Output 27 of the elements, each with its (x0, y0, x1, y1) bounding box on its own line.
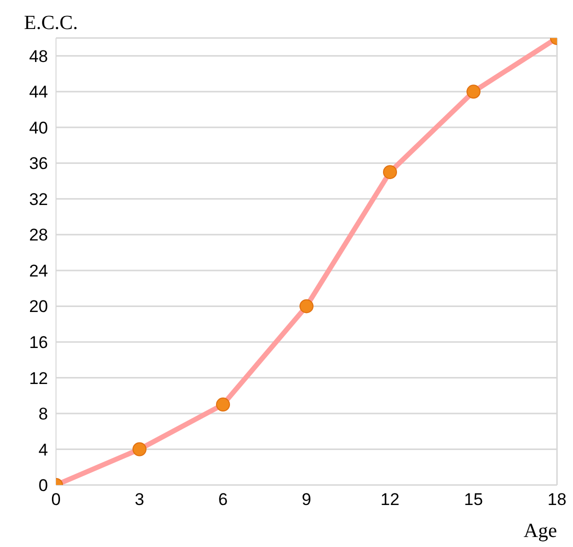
point (383, 165, 397, 180)
y-tick-label: 24 (29, 261, 48, 280)
y-tick-label: 0 (38, 476, 48, 496)
y-tick-label: 16 (29, 332, 48, 352)
y-axis-title: E.C.C. (24, 12, 78, 35)
x-tick-label: 15 (464, 490, 483, 510)
point (216, 398, 230, 412)
y-tick-label: 44 (29, 82, 48, 102)
x-tick-label: 3 (134, 490, 144, 510)
point (132, 442, 146, 456)
x-axis-title: Age (524, 520, 557, 543)
x-tick-label: 6 (218, 490, 228, 510)
x-tick-label: 12 (380, 490, 400, 510)
y-tick-label: 32 (29, 190, 48, 209)
y-tick-label: 12 (29, 368, 48, 388)
y-tick-label: 40 (29, 118, 48, 138)
x-tick-label: 9 (302, 490, 312, 510)
x-tick-label: 18 (548, 490, 566, 510)
x-tick-label: 0 (51, 490, 61, 510)
y-tick-label: 20 (29, 297, 48, 316)
point (300, 299, 314, 314)
y-tick-label: 4 (38, 440, 48, 460)
y-tick-label: 36 (29, 154, 48, 174)
y-tick-label: 48 (29, 46, 48, 66)
point (466, 84, 480, 99)
y-tick-label: 28 (29, 226, 48, 245)
y-tick-label: 8 (38, 404, 48, 424)
